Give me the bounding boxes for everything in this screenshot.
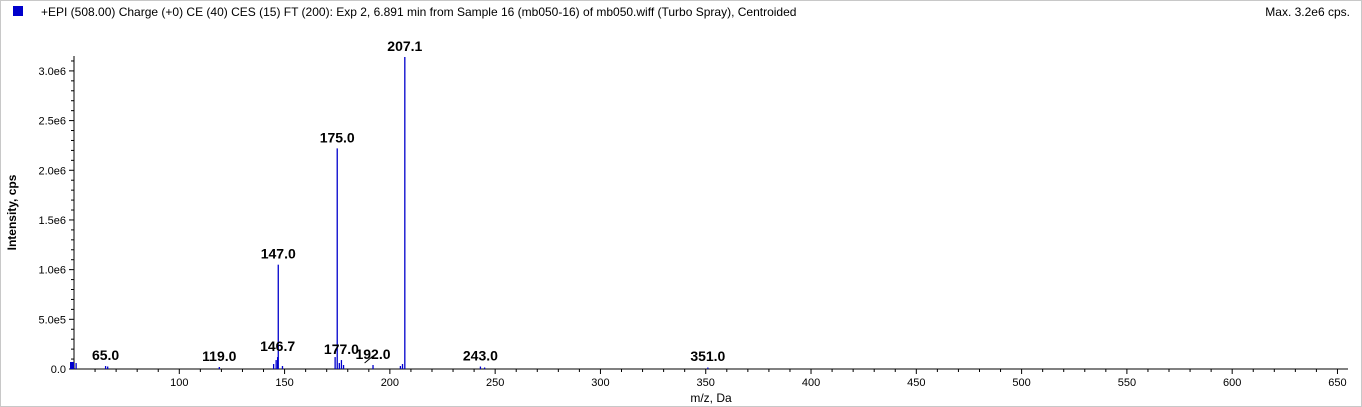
x-tick-label: 350 — [697, 377, 715, 389]
x-tick-label: 450 — [907, 377, 925, 389]
peak-label: 207.1 — [387, 38, 422, 54]
peak-label: 147.0 — [261, 246, 296, 262]
peak-label: 192.0 — [355, 346, 390, 362]
x-tick-label: 600 — [1223, 377, 1241, 389]
y-tick-label: 2.5e6 — [38, 116, 66, 128]
y-tick-label: 5.0e5 — [38, 314, 66, 326]
peak-label: 243.0 — [463, 348, 498, 364]
spectrum-title: +EPI (508.00) Charge (+0) CE (40) CES (1… — [41, 5, 797, 19]
y-tick-label: 2.0e6 — [38, 165, 66, 177]
x-axis: 100 150 200 250 300 350 400 450 500 550 600 650 — [74, 368, 1348, 389]
label-leader-line — [364, 355, 374, 364]
x-tick-label: 400 — [802, 377, 820, 389]
peak-label: 65.0 — [92, 347, 119, 363]
peak-label: 177.0 — [324, 341, 359, 357]
peak-label: 119.0 — [202, 348, 236, 364]
peak-label: 146.7 — [260, 338, 295, 354]
peak-label: 175.0 — [320, 129, 355, 145]
y-axis: 0.0 5.0e5 1.0e6 1.5e6 2.0e6 2.5e6 3.0e6 — [38, 56, 75, 376]
y-tick-label: 3.0e6 — [38, 66, 66, 78]
x-tick-label: 150 — [275, 377, 293, 389]
x-tick-label: 200 — [381, 377, 399, 389]
peak-label: 351.0 — [690, 348, 725, 364]
y-tick-label: 0.0 — [51, 364, 66, 376]
y-axis-title: Intensity, cps — [5, 174, 19, 250]
series-swatch — [13, 6, 23, 16]
x-tick-label: 550 — [1118, 377, 1136, 389]
peak-bars — [70, 56, 709, 369]
y-tick-label: 1.5e6 — [38, 215, 66, 227]
origin-marker — [70, 362, 74, 369]
x-tick-label: 100 — [170, 377, 188, 389]
x-tick-label: 300 — [591, 377, 609, 389]
y-tick-label: 1.0e6 — [38, 265, 66, 277]
x-tick-label: 650 — [1328, 377, 1346, 389]
max-intensity-label: Max. 3.2e6 cps. — [1265, 5, 1350, 19]
x-axis-title: m/z, Da — [690, 391, 732, 405]
x-tick-label: 500 — [1012, 377, 1030, 389]
x-tick-label: 250 — [486, 377, 504, 389]
